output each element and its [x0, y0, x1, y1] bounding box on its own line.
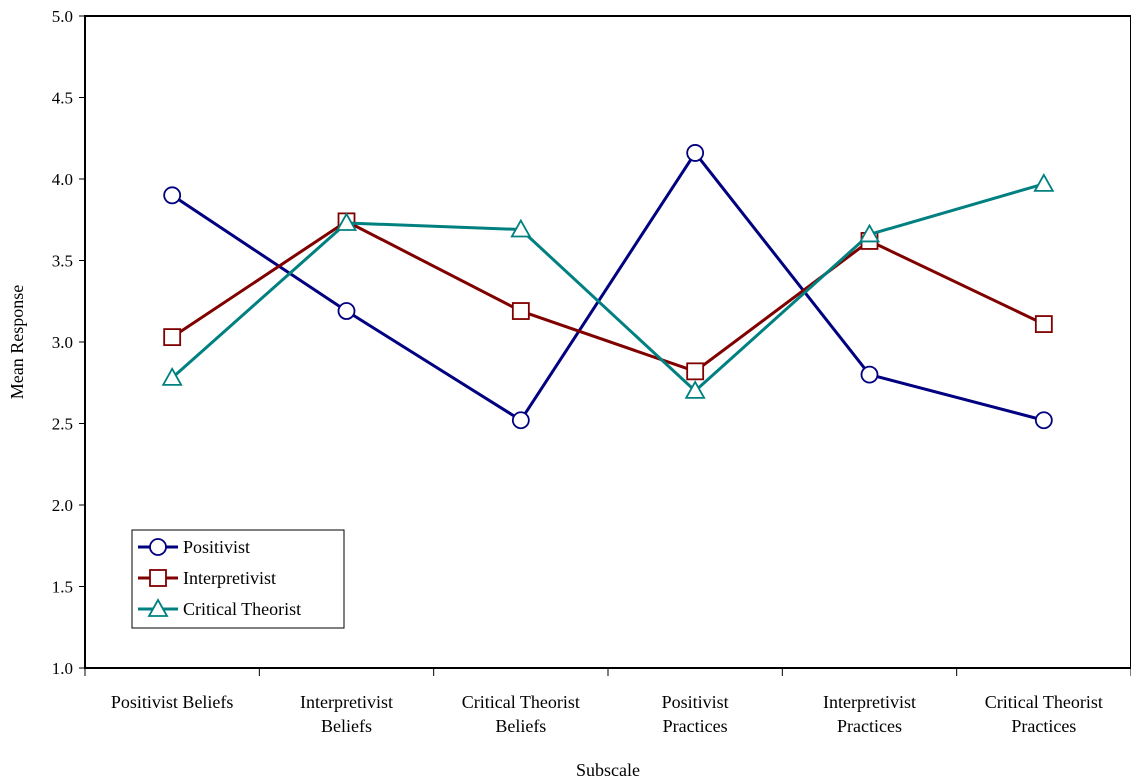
- data-point: [1033, 173, 1055, 192]
- legend-label: Interpretivist: [183, 568, 276, 588]
- x-tick-label-line: Interpretivist: [300, 692, 393, 712]
- x-tick-label: Interpretivist Practices: [823, 692, 916, 736]
- y-tick-label: 4.0: [52, 170, 73, 189]
- data-point: [163, 328, 182, 347]
- data-point: [335, 212, 358, 231]
- x-tick-label-line: Practices: [1011, 716, 1076, 736]
- x-tick-label-line: Critical Theorist: [985, 692, 1103, 712]
- x-tick-label-line: Practices: [837, 716, 902, 736]
- data-point: [858, 223, 881, 243]
- data-point: [1034, 411, 1053, 430]
- series-line: [171, 182, 1045, 393]
- x-tick-label: Critical Theorist Practices: [985, 692, 1103, 736]
- data-point: [860, 365, 879, 384]
- data-point: [163, 186, 182, 205]
- data-point: [511, 411, 530, 430]
- data-point: [686, 144, 705, 162]
- legend-label: Positivist: [183, 537, 250, 557]
- y-tick-label: 5.0: [52, 7, 73, 26]
- y-tick-label: 1.0: [52, 659, 73, 678]
- y-tick-label: 3.0: [52, 333, 73, 352]
- y-tick-label: 2.5: [52, 415, 73, 434]
- x-tick-label: Positivist Practices: [662, 692, 729, 736]
- x-tick-label: Critical Theorist Beliefs: [462, 692, 580, 736]
- legend-marker: [149, 569, 167, 587]
- x-tick-label-line: Practices: [663, 716, 728, 736]
- y-axis: 1.0 1.5 2.0 2.5 3.0 3.5 4.0 4.5 5.0: [52, 7, 85, 678]
- legend-entry: Positivist: [138, 537, 250, 557]
- data-point: [337, 302, 356, 320]
- legend: Positivist Interpretivist Critical Theoris…: [131, 529, 345, 629]
- data-point: [686, 362, 705, 381]
- x-axis: Positivist Beliefs Interpretivist BeliefsC…: [84, 668, 1131, 736]
- series-circle: [163, 144, 1053, 430]
- data-point: [684, 380, 706, 399]
- x-tick-label: Interpretivist Beliefs: [300, 692, 393, 736]
- y-tick-label: 3.5: [52, 252, 73, 271]
- legend-marker: [149, 538, 167, 556]
- y-tick-label: 2.0: [52, 496, 73, 515]
- x-tick-label: Positivist Beliefs: [111, 692, 234, 712]
- x-tick-label-line: Critical Theorist: [462, 692, 580, 712]
- data-point: [1034, 315, 1053, 333]
- y-axis-title: Mean Response: [7, 285, 27, 399]
- series-line: [171, 219, 1045, 373]
- x-tick-label-line: Positivist Beliefs: [111, 692, 234, 712]
- x-tick-label-line: Beliefs: [321, 716, 372, 736]
- legend-marker: [147, 598, 169, 617]
- y-tick-label: 4.5: [52, 89, 73, 108]
- x-tick-label-line: Interpretivist: [823, 692, 916, 712]
- data-point: [511, 302, 530, 320]
- legend-entry: Critical Theorist: [138, 598, 301, 619]
- y-tick-label: 1.5: [52, 578, 73, 597]
- x-axis-title: Subscale: [576, 760, 640, 780]
- series-triangle: [161, 173, 1055, 399]
- data-point: [510, 218, 532, 238]
- x-tick-label-line: Positivist: [662, 692, 729, 712]
- legend-entry: Interpretivist: [138, 568, 276, 588]
- data-point: [161, 367, 183, 386]
- series-layer: [161, 144, 1055, 430]
- series-line: [171, 151, 1045, 422]
- x-tick-label-line: Beliefs: [495, 716, 546, 736]
- legend-label: Critical Theorist: [183, 599, 301, 619]
